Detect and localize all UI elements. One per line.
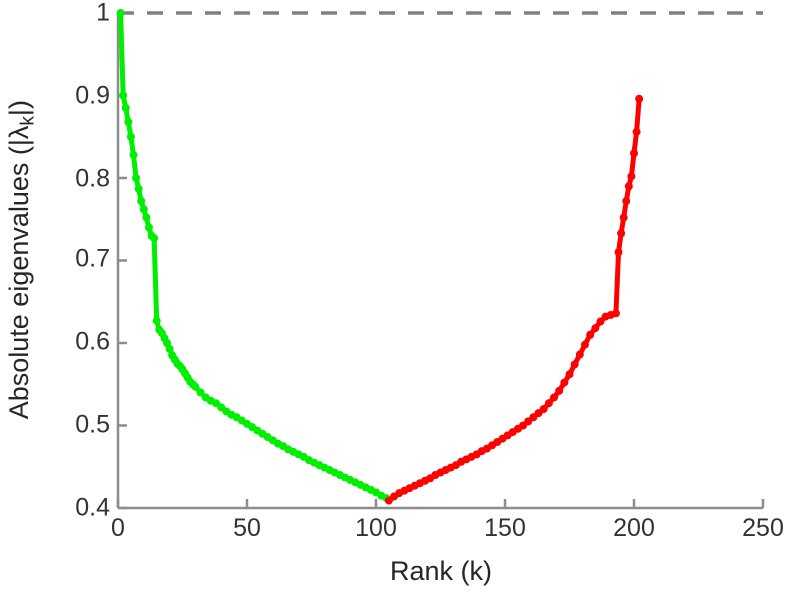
data-point-marker bbox=[560, 378, 569, 387]
data-point-marker bbox=[632, 127, 641, 136]
y-tick-label: 1 bbox=[96, 0, 110, 27]
x-tick-label: 100 bbox=[355, 514, 397, 542]
data-point-marker bbox=[142, 213, 151, 222]
x-tick-label: 250 bbox=[742, 514, 784, 542]
data-point-marker bbox=[550, 393, 559, 402]
data-point-marker bbox=[617, 229, 626, 238]
data-point-marker bbox=[614, 248, 623, 257]
data-point-marker bbox=[619, 213, 628, 222]
data-point-marker bbox=[137, 197, 146, 206]
axis-ticks bbox=[116, 11, 765, 510]
y-tick-label: 0.5 bbox=[75, 410, 110, 439]
data-point-marker bbox=[565, 370, 574, 379]
data-point-marker bbox=[630, 149, 638, 158]
y-tick-label: 0.4 bbox=[75, 493, 110, 522]
data-point-marker bbox=[544, 399, 553, 408]
data-point-marker bbox=[124, 117, 133, 126]
data-point-marker bbox=[570, 360, 579, 369]
x-axis-label: Rank (k) bbox=[389, 556, 492, 586]
data-point-marker bbox=[126, 132, 135, 141]
data-point-marker bbox=[539, 405, 548, 413]
series-decreasing-branch bbox=[116, 9, 391, 503]
data-point-marker bbox=[624, 182, 633, 191]
data-point-marker bbox=[635, 94, 644, 103]
data-point-marker bbox=[586, 330, 595, 339]
data-point-marker bbox=[596, 317, 605, 326]
data-point-marker bbox=[119, 91, 128, 100]
y-tick-label: 0.7 bbox=[75, 244, 110, 273]
data-point-marker bbox=[116, 9, 125, 17]
series-increasing-branch bbox=[384, 94, 644, 505]
data-point-marker bbox=[121, 103, 130, 112]
data-point-marker bbox=[134, 184, 143, 193]
x-tick-label: 0 bbox=[111, 514, 125, 542]
data-point-marker bbox=[129, 150, 138, 159]
data-point-marker bbox=[150, 234, 159, 243]
y-tick-label: 0.8 bbox=[75, 164, 110, 193]
data-point-marker bbox=[152, 316, 161, 325]
data-point-marker bbox=[196, 388, 205, 397]
data-point-marker bbox=[191, 382, 200, 391]
data-point-marker bbox=[622, 197, 631, 206]
data-point-marker bbox=[611, 309, 620, 318]
data-point-marker bbox=[144, 223, 153, 232]
x-tick-label: 150 bbox=[484, 514, 526, 542]
series-line bbox=[386, 96, 642, 504]
data-point-marker bbox=[555, 386, 564, 395]
data-point-marker bbox=[591, 324, 600, 333]
axis-spines bbox=[116, 13, 763, 510]
data-point-marker bbox=[139, 205, 148, 214]
data-point-marker bbox=[132, 174, 141, 182]
y-tick-label: 0.6 bbox=[75, 327, 110, 356]
data-point-marker bbox=[575, 350, 584, 359]
data-point-marker bbox=[165, 344, 174, 353]
data-point-marker bbox=[580, 340, 589, 349]
x-tick-label: 50 bbox=[233, 514, 261, 542]
data-series-group bbox=[116, 9, 644, 505]
data-point-marker bbox=[627, 172, 636, 181]
y-tick-label: 0.9 bbox=[75, 81, 110, 110]
x-tick-label: 200 bbox=[613, 514, 655, 542]
